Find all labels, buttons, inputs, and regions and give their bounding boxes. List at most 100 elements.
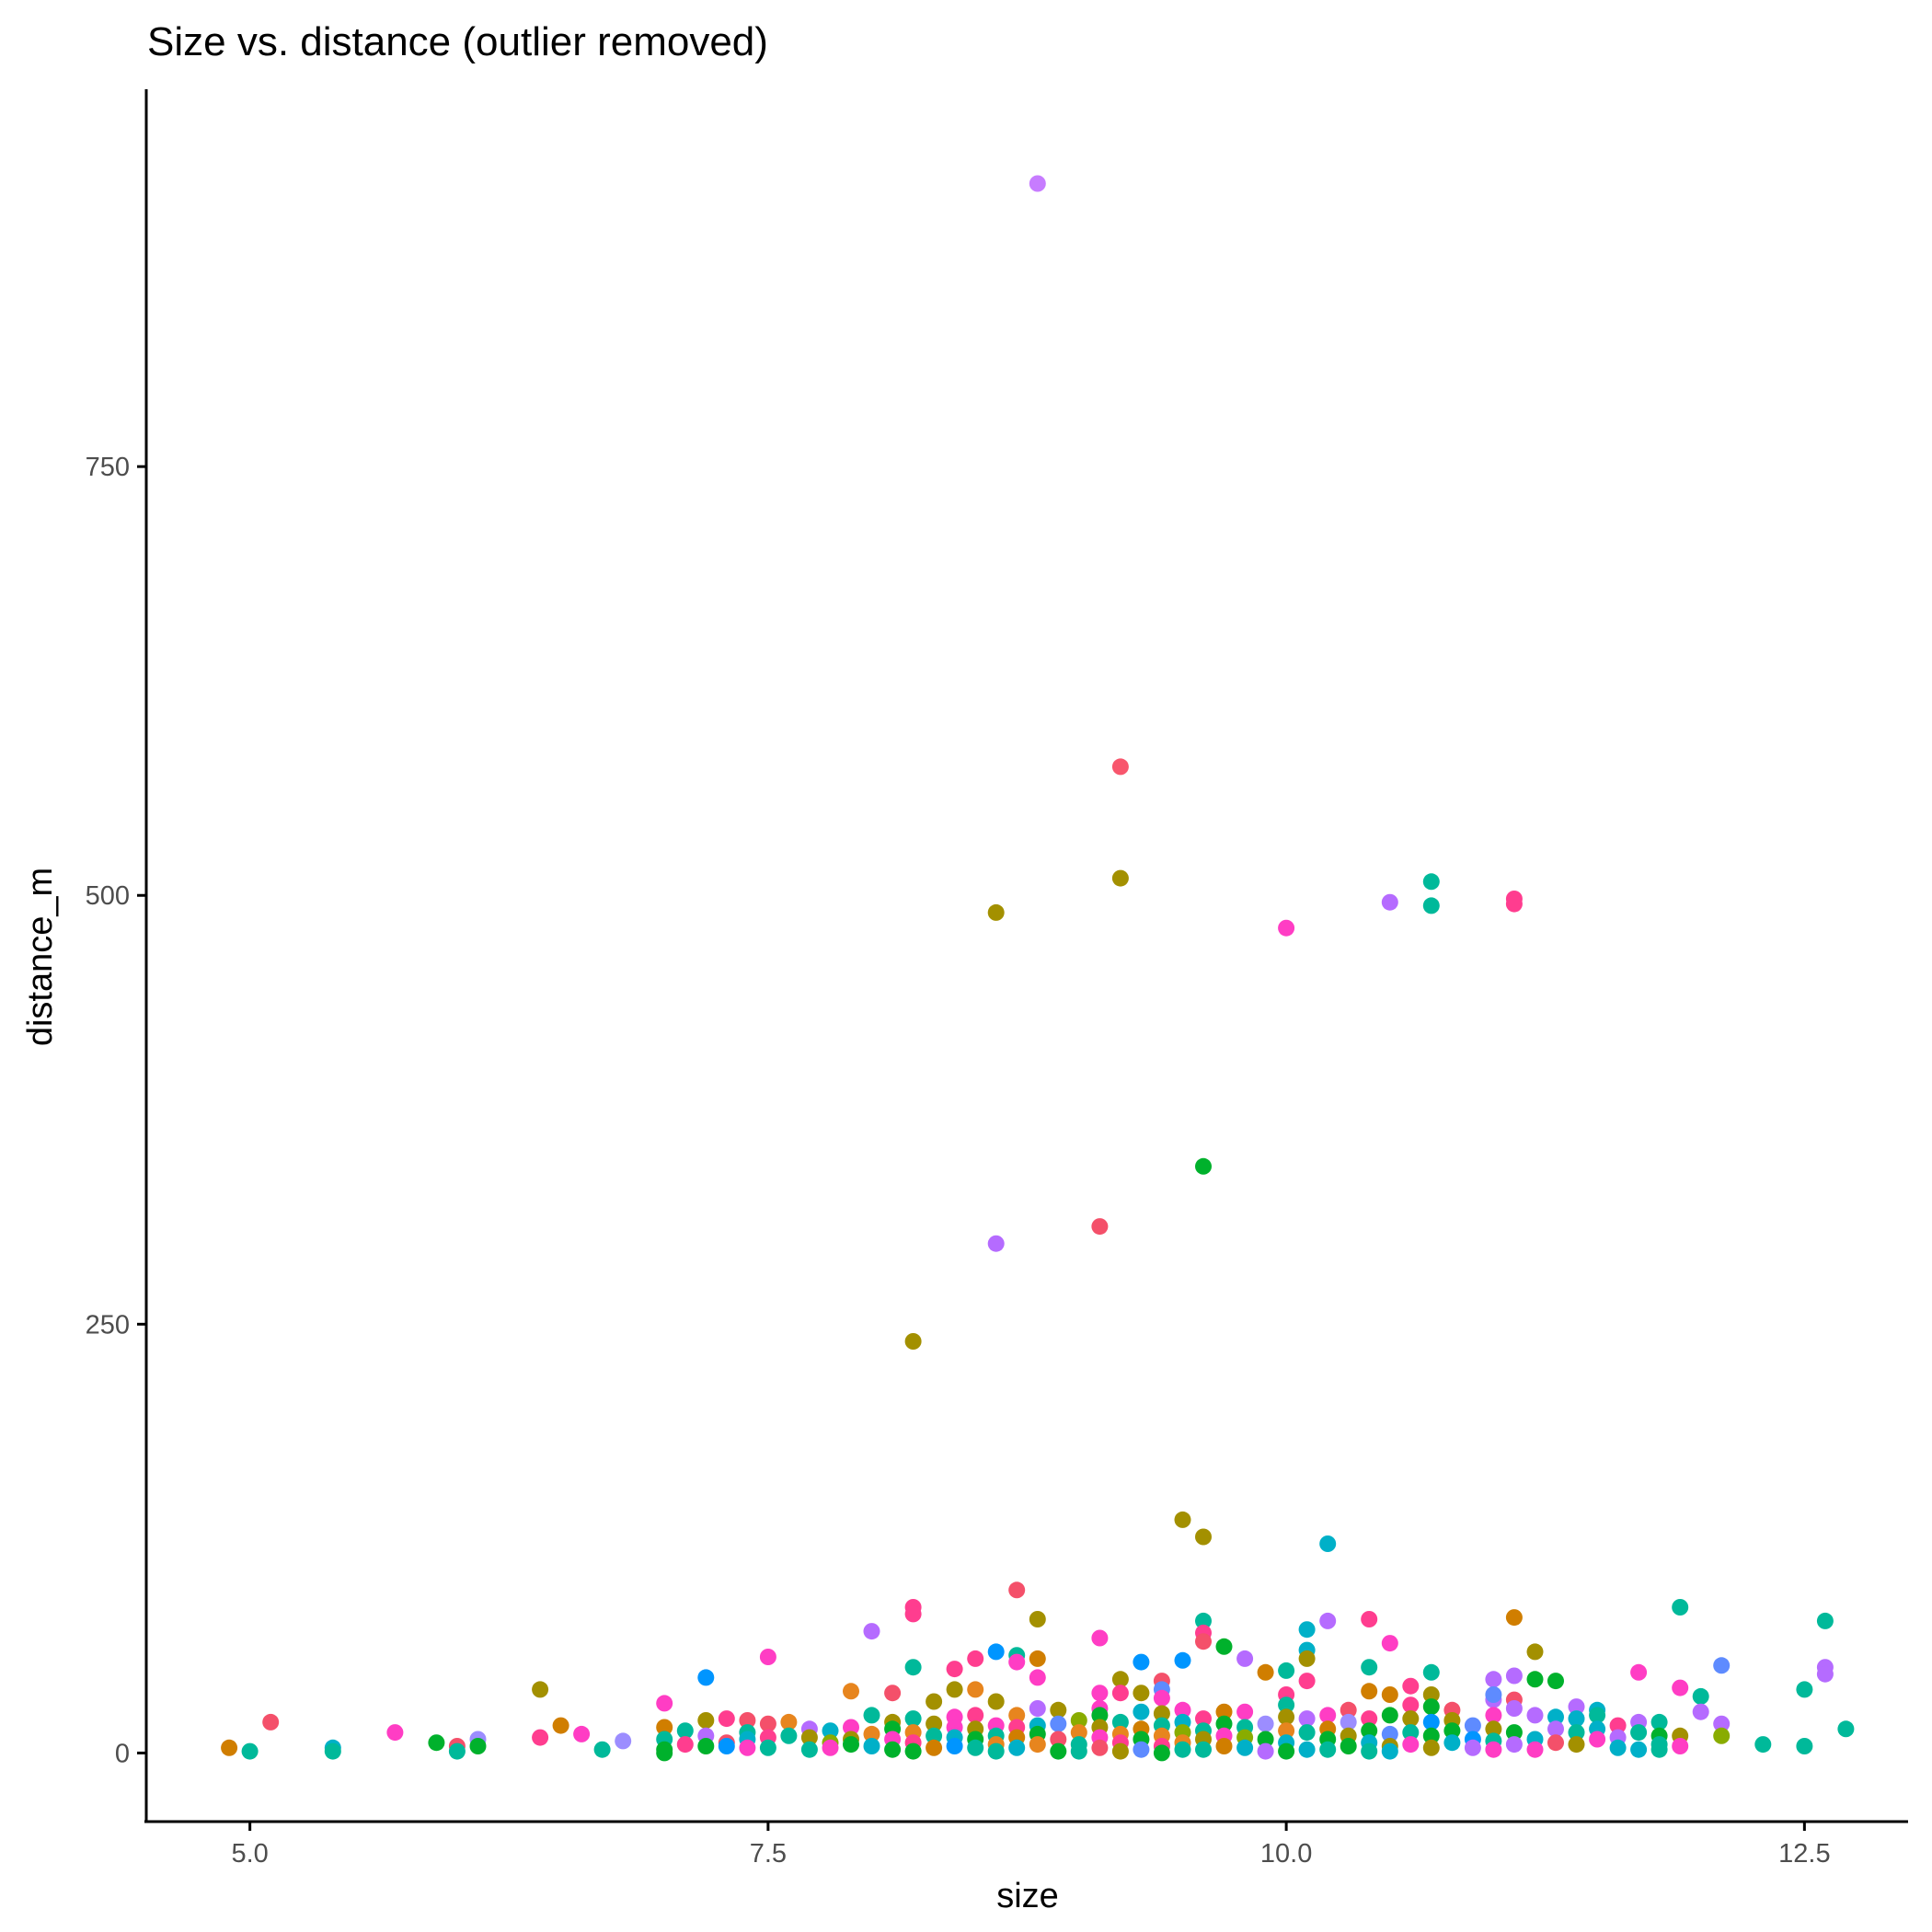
- x-tick-label-2: 10.0: [1260, 1839, 1312, 1869]
- data-point-25: [1505, 1609, 1523, 1627]
- x-axis-ticks: 5.0 7.5 10.0 12.5: [231, 1822, 1831, 1869]
- y-axis-title: distance_m: [21, 868, 60, 1046]
- data-point-253: [1443, 1734, 1461, 1752]
- data-point-27: [863, 1623, 880, 1640]
- data-point-144: [822, 1739, 839, 1756]
- data-point-72: [1111, 1685, 1129, 1702]
- data-point-126: [697, 1738, 715, 1754]
- y-tick-label-3: 750: [86, 453, 130, 482]
- data-point-67: [843, 1683, 859, 1700]
- data-point-85: [1796, 1681, 1813, 1698]
- data-point-292: [1837, 1720, 1855, 1738]
- data-point-215: [1215, 1738, 1233, 1754]
- data-point-258: [1485, 1720, 1502, 1738]
- data-point-81: [1485, 1686, 1502, 1703]
- data-point-267: [1547, 1708, 1564, 1726]
- data-point-110: [448, 1742, 466, 1760]
- data-point-66: [532, 1681, 549, 1698]
- data-point-104: [262, 1713, 280, 1731]
- data-point-220: [1257, 1731, 1274, 1748]
- data-point-118: [656, 1719, 673, 1736]
- data-point-138: [780, 1727, 798, 1744]
- data-point-129: [718, 1738, 735, 1754]
- data-point-54: [1526, 1671, 1544, 1688]
- data-point-142: [822, 1722, 839, 1740]
- data-point-188: [1091, 1707, 1109, 1724]
- x-tick-label-0: 5.0: [231, 1839, 268, 1869]
- data-point-90: [1050, 1701, 1067, 1719]
- data-point-71: [1091, 1685, 1109, 1702]
- data-point-278: [1609, 1739, 1627, 1756]
- data-point-88: [987, 1693, 1005, 1710]
- data-point-13: [904, 1333, 922, 1350]
- data-point-241: [1381, 1707, 1398, 1724]
- data-point-165: [946, 1738, 963, 1754]
- data-point-77: [1361, 1683, 1378, 1700]
- data-point-219: [1257, 1715, 1274, 1732]
- data-point-187: [1070, 1742, 1087, 1760]
- data-point-122: [676, 1722, 694, 1740]
- data-point-64: [1298, 1673, 1316, 1690]
- data-point-226: [1278, 1742, 1295, 1760]
- data-point-59: [1816, 1665, 1834, 1683]
- points-layer: [221, 175, 1855, 1762]
- x-tick-label-1: 7.5: [750, 1839, 787, 1869]
- data-point-247: [1402, 1736, 1420, 1754]
- data-point-281: [1630, 1741, 1648, 1758]
- data-point-242: [1381, 1725, 1398, 1742]
- data-point-238: [1361, 1722, 1378, 1740]
- data-point-240: [1361, 1742, 1378, 1760]
- data-point-147: [843, 1736, 859, 1754]
- data-point-248: [1422, 1713, 1440, 1731]
- data-point-107: [386, 1724, 404, 1742]
- data-point-70: [967, 1681, 984, 1698]
- data-point-34: [1526, 1643, 1544, 1661]
- data-point-86: [656, 1695, 673, 1712]
- data-point-213: [1215, 1715, 1233, 1732]
- data-point-69: [946, 1681, 963, 1698]
- data-point-36: [759, 1649, 776, 1665]
- data-point-124: [697, 1712, 715, 1729]
- data-point-15: [1195, 1528, 1212, 1546]
- data-point-1: [1111, 758, 1129, 776]
- data-point-102: [221, 1739, 238, 1756]
- data-point-166: [967, 1707, 984, 1724]
- data-point-78: [1381, 1686, 1398, 1703]
- data-point-233: [1319, 1741, 1337, 1758]
- data-point-148: [863, 1707, 880, 1724]
- data-point-246: [1402, 1724, 1420, 1742]
- data-point-237: [1361, 1710, 1378, 1728]
- data-point-89: [1029, 1700, 1046, 1717]
- data-point-212: [1195, 1741, 1212, 1758]
- data-point-41: [1029, 1650, 1046, 1667]
- data-point-106: [324, 1742, 341, 1760]
- data-point-177: [1008, 1739, 1026, 1756]
- data-point-280: [1630, 1724, 1648, 1742]
- data-point-269: [1547, 1734, 1564, 1752]
- data-point-173: [987, 1742, 1005, 1760]
- data-point-289: [1713, 1727, 1731, 1744]
- data-point-229: [1298, 1741, 1316, 1758]
- data-point-52: [1485, 1671, 1502, 1688]
- x-tick-label-3: 12.5: [1778, 1839, 1830, 1869]
- data-point-95: [1340, 1701, 1357, 1719]
- data-point-57: [1713, 1657, 1731, 1674]
- data-point-174: [1008, 1707, 1026, 1724]
- data-point-204: [1153, 1744, 1170, 1762]
- data-point-103: [241, 1742, 259, 1760]
- data-point-43: [1174, 1651, 1191, 1669]
- data-point-87: [926, 1693, 943, 1710]
- data-point-42: [1133, 1653, 1150, 1671]
- data-point-93: [1215, 1703, 1233, 1720]
- data-point-56: [1630, 1663, 1648, 1681]
- data-point-50: [1361, 1659, 1378, 1676]
- data-point-287: [1672, 1738, 1689, 1754]
- data-point-272: [1568, 1736, 1585, 1754]
- data-point-262: [1505, 1724, 1523, 1742]
- data-point-196: [1133, 1703, 1150, 1720]
- data-point-199: [1133, 1741, 1150, 1758]
- data-point-200: [1153, 1705, 1170, 1722]
- data-point-2: [1111, 869, 1129, 887]
- data-point-99: [1568, 1698, 1585, 1716]
- data-point-46: [904, 1659, 922, 1676]
